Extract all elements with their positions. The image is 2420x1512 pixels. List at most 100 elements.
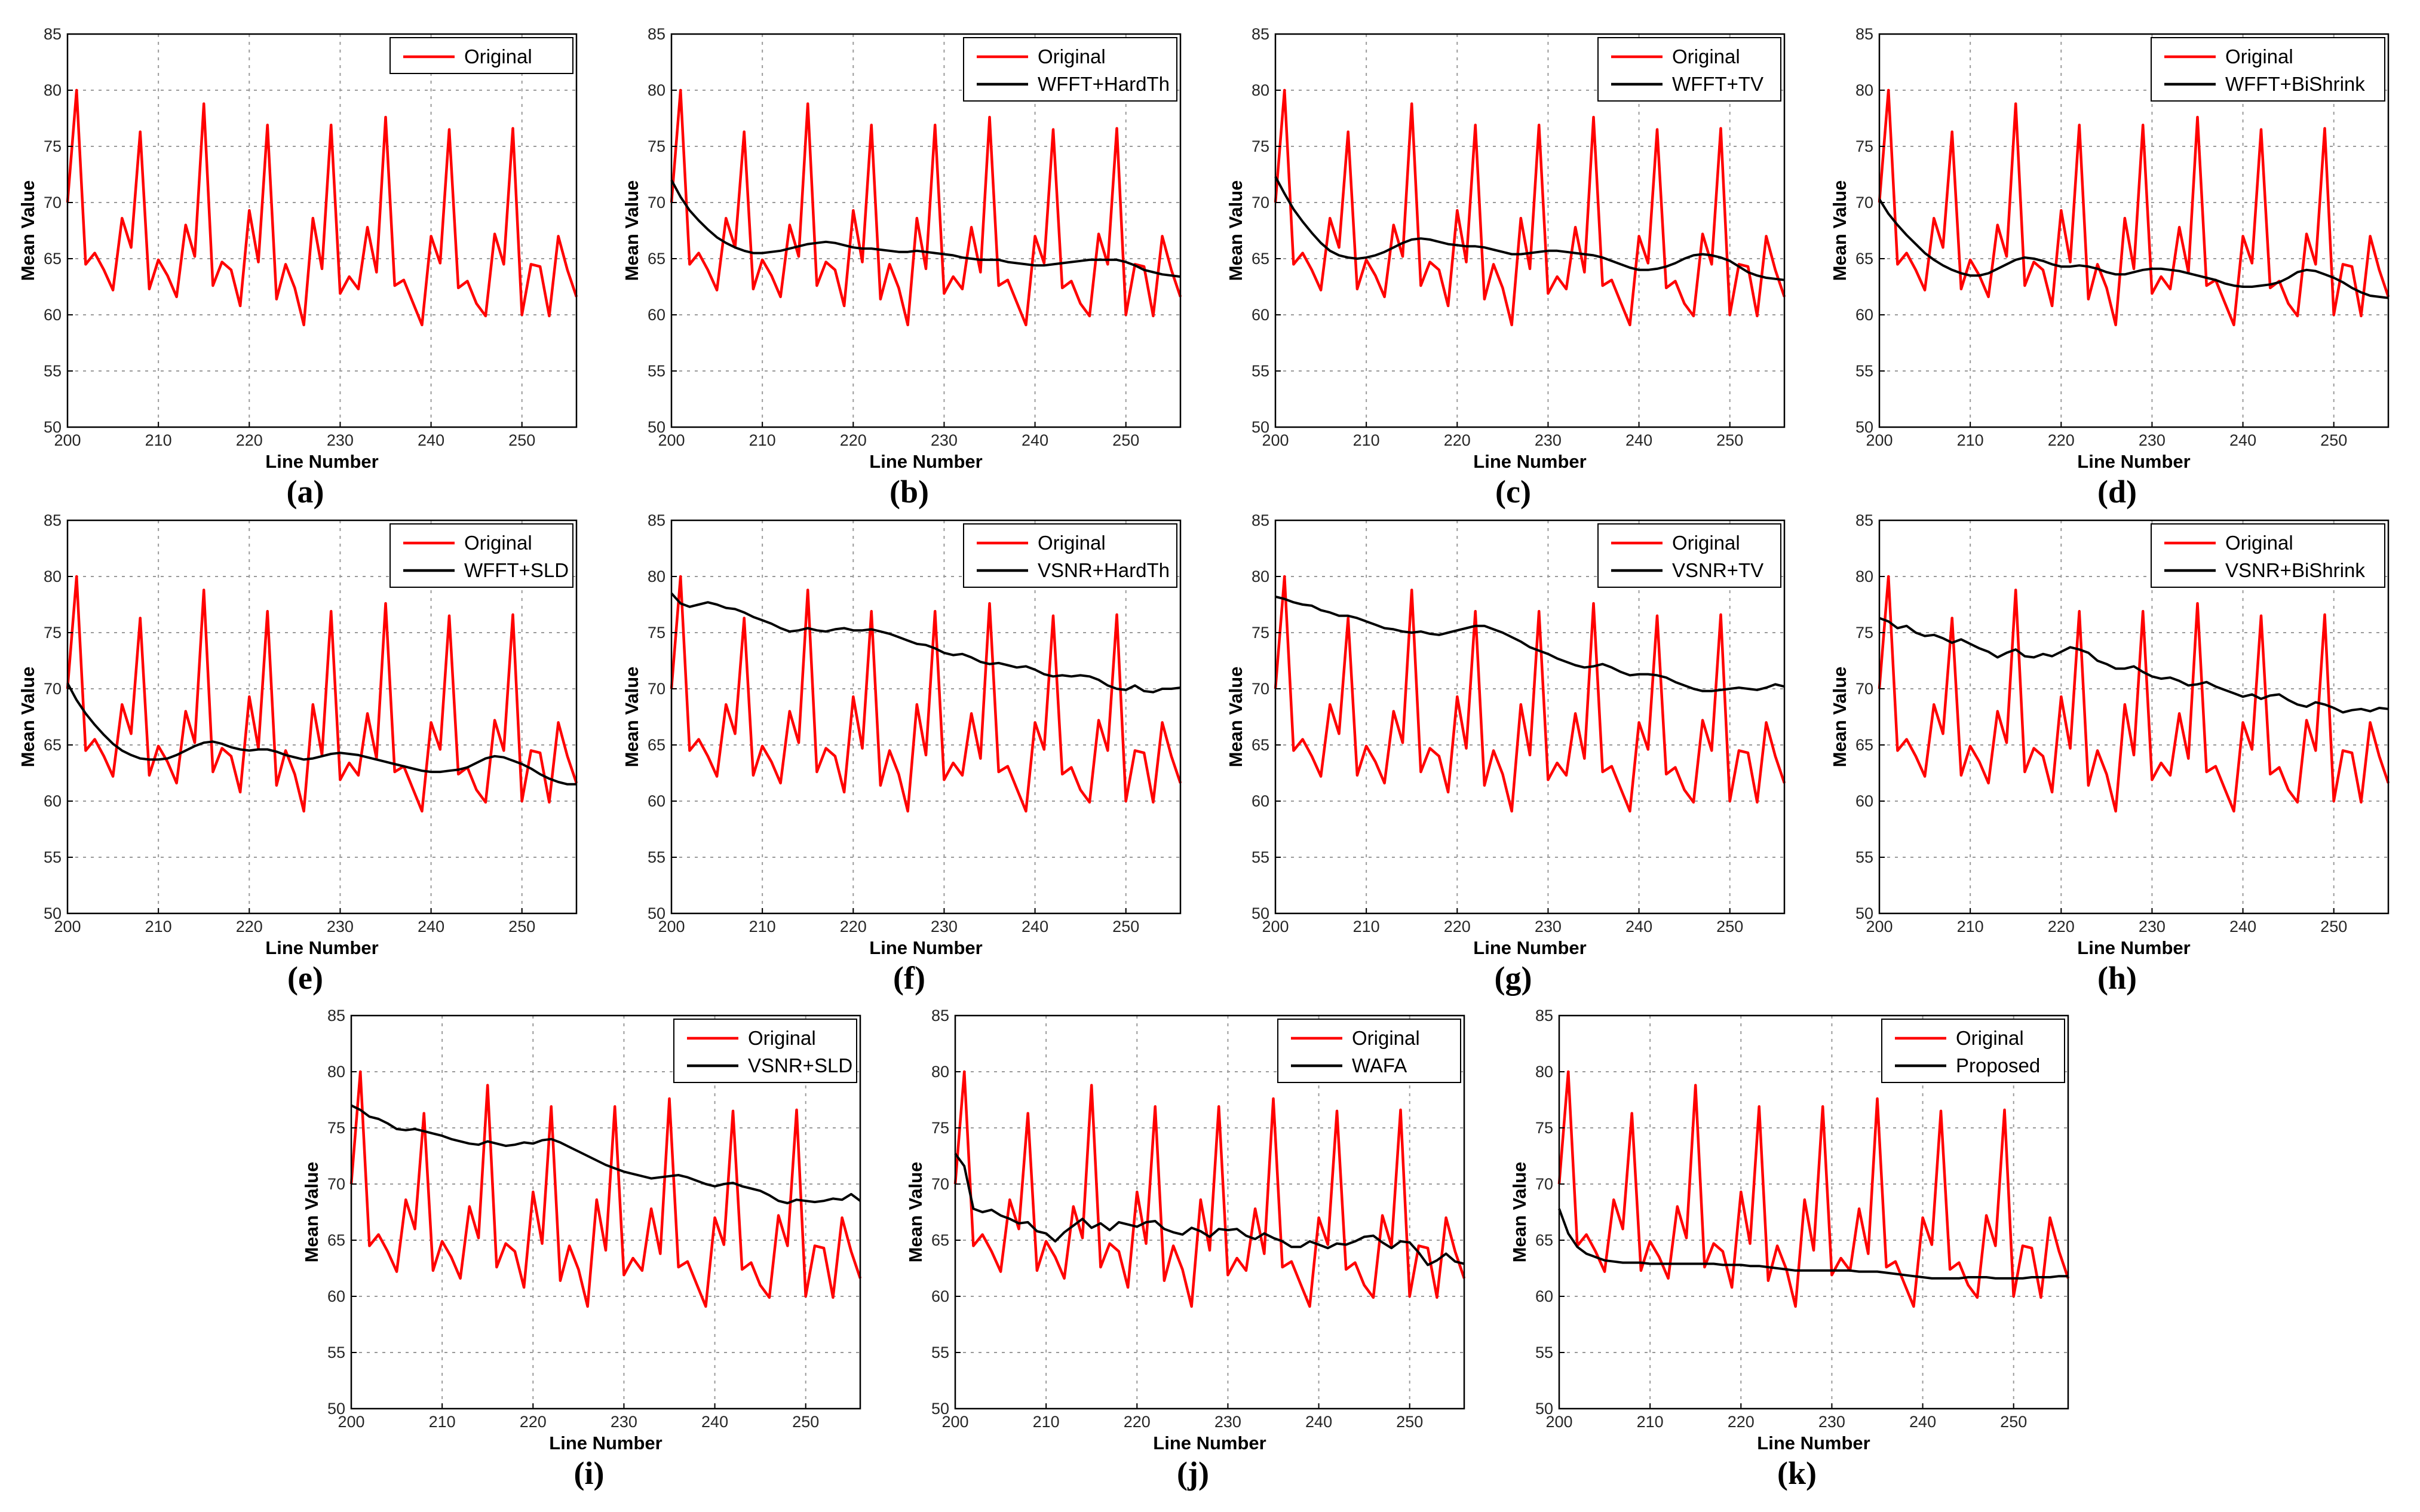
x-tick-label: 250 (1396, 1413, 1423, 1431)
x-tick-label: 240 (418, 431, 444, 449)
y-tick-label: 80 (1252, 81, 1269, 99)
y-tick-label: 65 (1252, 736, 1269, 754)
panel-caption: (b) (890, 474, 929, 510)
y-tick-label: 65 (648, 736, 665, 754)
y-tick-label: 70 (327, 1175, 345, 1193)
y-tick-label: 75 (1535, 1119, 1553, 1137)
y-tick-label: 60 (1535, 1287, 1553, 1305)
y-tick-label: 70 (1535, 1175, 1553, 1193)
x-tick-label: 200 (54, 431, 81, 449)
y-tick-label: 50 (1535, 1400, 1553, 1418)
y-tick-label: 55 (1535, 1344, 1553, 1361)
series-line-method (1275, 595, 1785, 692)
y-tick-label: 55 (1855, 848, 1873, 866)
x-tick-label: 220 (1728, 1413, 1755, 1431)
chart-panel: 200 210 220 230 240 250 50 55 60 65 70 75 80 85 Line N… (905, 1007, 1466, 1491)
y-tick-label: 80 (648, 568, 665, 585)
chart-panel: 200 210 220 230 240 250 50 55 60 65 70 75 80 85 Line N… (17, 25, 578, 510)
y-tick-label: 80 (648, 81, 665, 99)
y-tick-label: 75 (1252, 137, 1269, 155)
y-tick-label: 80 (931, 1063, 949, 1081)
legend-entry: Original (2225, 45, 2293, 68)
x-tick-label: 200 (1545, 1413, 1572, 1431)
y-tick-label: 50 (1855, 418, 1873, 436)
legend: Original WFFT+SLD (389, 523, 573, 588)
x-tick-label: 240 (1625, 431, 1652, 449)
x-tick-label: 210 (1957, 918, 1984, 936)
x-tick-label: 250 (1112, 431, 1139, 449)
legend: Original VSNR+BiShrink (2151, 523, 2385, 588)
legend-box (673, 1019, 857, 1083)
x-tick-label: 250 (508, 431, 535, 449)
legend: Original WFFT+HardTh (963, 37, 1177, 102)
y-tick-label: 85 (44, 511, 62, 529)
y-tick-label: 60 (1855, 306, 1873, 324)
x-tick-label: 250 (2320, 431, 2347, 449)
x-tick-label: 210 (749, 918, 776, 936)
y-tick-label: 75 (327, 1119, 345, 1137)
series-line-original (670, 88, 1182, 327)
y-tick-label: 75 (931, 1119, 949, 1137)
chart-panel: 200 210 220 230 240 250 50 55 60 65 70 75 80 85 Line N… (1829, 511, 2390, 996)
legend: Original Proposed (1881, 1019, 2065, 1083)
y-tick-label: 65 (327, 1231, 345, 1249)
x-tick-label: 230 (327, 431, 354, 449)
y-tick-label: 65 (1855, 736, 1873, 754)
y-tick-label: 55 (1252, 362, 1269, 380)
x-tick-label: 220 (2048, 918, 2075, 936)
y-tick-label: 85 (648, 25, 665, 43)
x-axis-title: Line Number (2077, 937, 2190, 958)
x-tick-label: 210 (429, 1413, 456, 1431)
series-line-method (1274, 176, 1785, 281)
x-tick-label: 200 (1262, 431, 1289, 449)
y-tick-label: 50 (327, 1400, 345, 1418)
y-tick-label: 70 (44, 194, 62, 211)
plot-frame (66, 33, 578, 428)
y-tick-label: 75 (44, 624, 62, 642)
y-tick-label: 75 (44, 137, 62, 155)
y-tick-label: 60 (44, 306, 62, 324)
x-tick-label: 230 (611, 1413, 637, 1431)
panel-caption: (a) (287, 474, 324, 510)
chart-panel: 200 210 220 230 240 250 50 55 60 65 70 75 80 85 Line N… (621, 25, 1182, 510)
plot-frame (670, 519, 1182, 915)
y-tick-label: 85 (44, 25, 62, 43)
series-line-method (1558, 1208, 2068, 1280)
y-tick-label: 85 (1252, 511, 1269, 529)
y-tick-label: 85 (931, 1007, 949, 1025)
x-tick-label: 220 (840, 431, 867, 449)
x-tick-label: 210 (1033, 1413, 1060, 1431)
x-tick-label: 250 (1716, 918, 1743, 936)
y-tick-label: 85 (1252, 25, 1269, 43)
series-line-method (670, 179, 1181, 278)
series-line-original (1878, 88, 2390, 327)
legend-entry: WFFT+TV (1672, 73, 1763, 95)
legend-entry: Original (1956, 1027, 2024, 1049)
y-tick-label: 50 (44, 418, 62, 436)
series-line-original (1557, 1070, 2070, 1308)
panel-caption: (j) (1177, 1455, 1209, 1491)
x-tick-label: 230 (2139, 431, 2166, 449)
legend-entry: VSNR+TV (1672, 559, 1763, 581)
series-line-original (953, 1070, 1466, 1308)
panel-caption: (i) (574, 1455, 605, 1491)
y-tick-label: 50 (1252, 904, 1269, 922)
legend-box (1597, 37, 1781, 102)
x-tick-label: 210 (1353, 918, 1380, 936)
panel-caption: (g) (1495, 960, 1532, 996)
series-line-original (1274, 575, 1786, 813)
legend-box (2151, 37, 2385, 102)
series-line-method (1878, 198, 2389, 299)
x-tick-label: 250 (508, 918, 535, 936)
x-axis-title: Line Number (869, 937, 982, 958)
panel-caption: (e) (287, 960, 323, 996)
series-line-method (670, 592, 1181, 694)
legend: Original WFFT+BiShrink (2151, 37, 2385, 102)
x-axis-title: Line Number (549, 1433, 662, 1453)
y-tick-label: 55 (44, 848, 62, 866)
legend: Original VSNR+HardTh (963, 523, 1177, 588)
x-tick-label: 200 (1866, 431, 1893, 449)
chart-panel: 200 210 220 230 240 250 50 55 60 65 70 75 80 85 Line N… (1829, 25, 2390, 510)
legend-entry: Original (464, 45, 532, 68)
legend-entry: Original (1038, 532, 1106, 554)
